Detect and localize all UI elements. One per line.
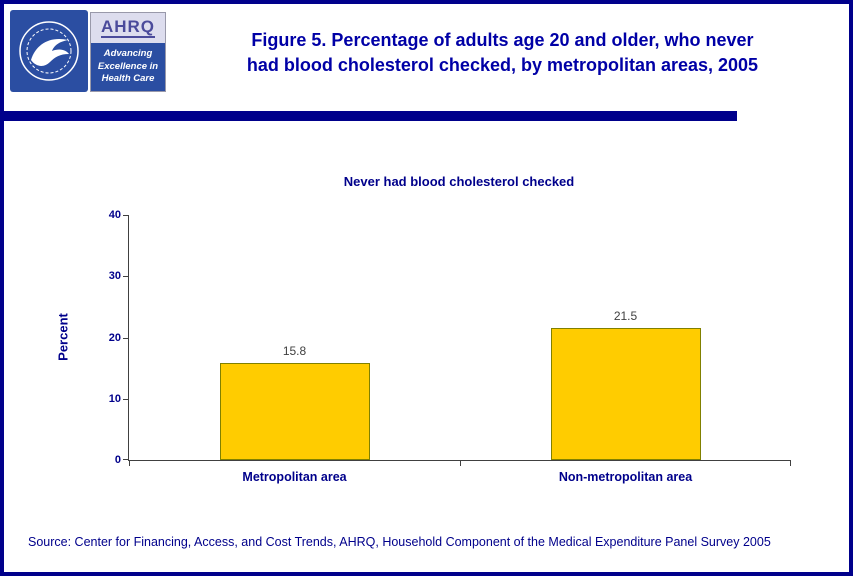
x-tick-mark — [460, 460, 461, 466]
y-tick-label: 10 — [108, 392, 121, 405]
ahrq-tagline-line-3: Health Care — [101, 73, 155, 85]
header-divider — [4, 111, 737, 121]
ahrq-tagline-line-2: Excellence in — [97, 60, 159, 72]
bar-non-metropolitan-area — [550, 328, 701, 460]
source-text: Source: Center for Financing, Access, an… — [28, 535, 771, 549]
ahrq-tagline: Advancing Excellence in Health Care — [91, 43, 165, 91]
ahrq-wordmark: AHRQ — [100, 17, 156, 39]
bar-metropolitan-area — [219, 363, 370, 460]
y-tick-label: 0 — [114, 454, 121, 466]
y-tick-mark — [123, 215, 129, 216]
hhs-eagle-icon — [10, 10, 88, 92]
x-category-label: Metropolitan area — [242, 470, 347, 484]
y-tick-mark — [123, 337, 129, 339]
title-wrap: Figure 5. Percentage of adults age 20 an… — [166, 10, 839, 96]
x-tick-mark — [129, 460, 130, 466]
y-tick-label: 20 — [108, 331, 121, 344]
chart-title: Never had blood cholesterol checked — [343, 174, 575, 189]
ahrq-logo: AHRQ Advancing Excellence in Health Care — [90, 12, 166, 92]
plot-area: 0 10 20 30 40 15.8 Metropolitan area 21.5 Non-me… — [109, 209, 791, 484]
x-tick-mark — [790, 460, 791, 466]
figure-title: Figure 5. Percentage of adults age 20 an… — [246, 29, 759, 75]
y-tick-label: 30 — [108, 270, 121, 283]
y-tick-mark — [123, 398, 129, 400]
ahrq-tagline-line-1: Advancing — [103, 48, 153, 60]
bar-value-label: 21.5 — [613, 309, 638, 324]
ahrq-logo-top: AHRQ — [91, 13, 165, 43]
hhs-logo — [10, 10, 88, 92]
y-tick-mark — [123, 459, 129, 460]
y-tick-label: 40 — [108, 209, 121, 221]
bar-value-label: 15.8 — [282, 344, 307, 359]
y-axis-title: Percent — [55, 313, 71, 361]
y-tick-mark — [123, 276, 129, 278]
x-category-label: Non-metropolitan area — [558, 470, 693, 484]
header: AHRQ Advancing Excellence in Health Care… — [10, 10, 839, 98]
